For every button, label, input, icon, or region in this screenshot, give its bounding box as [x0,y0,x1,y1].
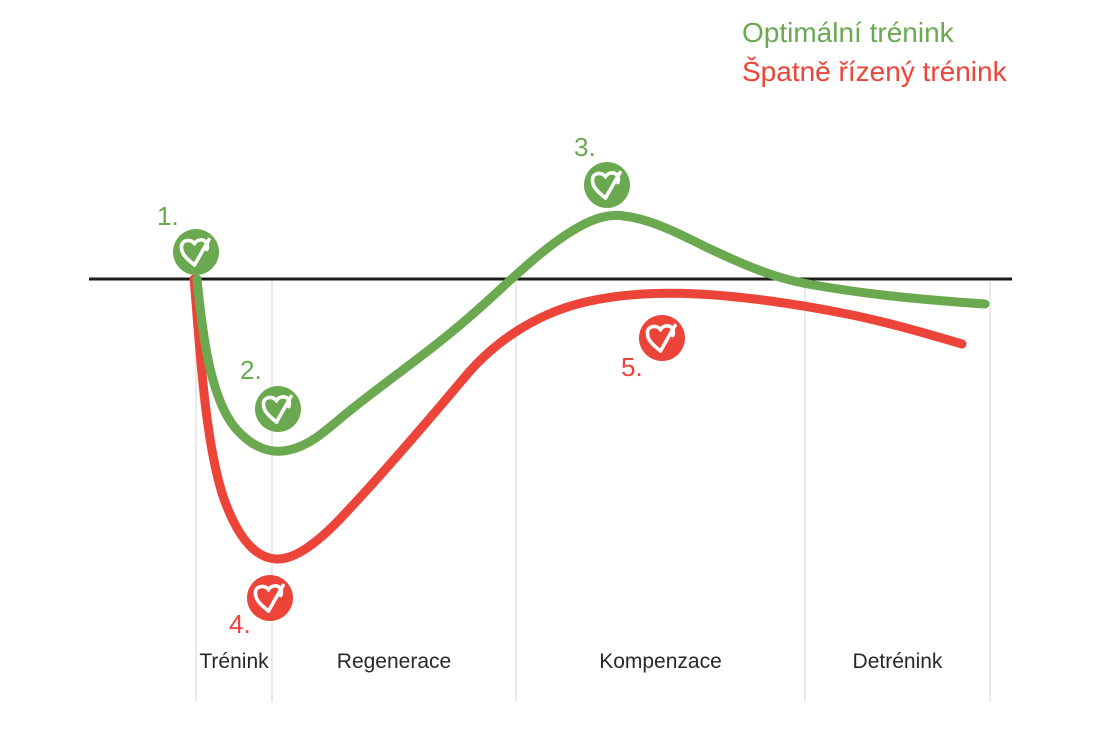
heart-check-icon-2 [253,384,303,434]
marker-label-5: 5. [621,352,643,382]
marker-label-1: 1. [157,201,179,231]
heart-check-icon-5 [637,313,687,363]
heart-check-icon-4 [245,573,295,623]
phase-label-trenink: Trénink [199,650,269,673]
marker-label-4: 4. [229,609,251,639]
legend-optimal-training: Optimální trénink [742,17,954,48]
curve-optimal-training [192,210,990,456]
legend: Optimální trénink Špatně řízený trénink [742,13,1007,91]
curve-bad-training [189,274,967,564]
phase-label-regenerace: Regenerace [336,650,452,673]
legend-bad-training: Špatně řízený trénink [742,56,1007,87]
heart-check-icon-3 [582,160,632,210]
marker-label-2: 2. [240,355,262,385]
phase-label-kompenzace: Kompenzace [599,650,722,673]
phase-label-detrenink: Detrénink [852,650,943,673]
marker-label-3: 3. [574,132,596,162]
heart-check-icon-1 [171,227,221,277]
